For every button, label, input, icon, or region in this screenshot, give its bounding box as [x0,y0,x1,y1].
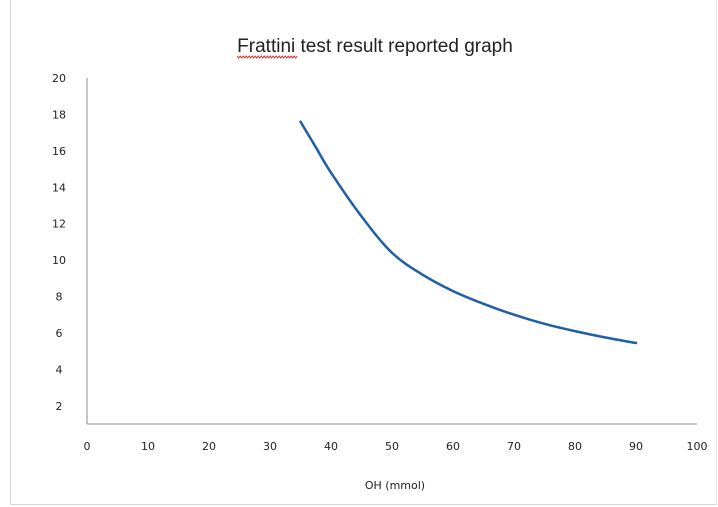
x-tick-label: 50 [385,440,399,453]
spellcheck-underline [236,55,298,59]
y-tick-label: 18 [52,108,66,121]
y-tick-label: 2 [56,400,63,413]
x-tick-label: 60 [446,440,460,453]
x-tick-labels: 0 10 20 30 40 50 60 70 80 90 100 [84,440,708,453]
series-line-0 [299,120,638,345]
x-tick-label: 100 [687,440,708,453]
x-tick-label: 90 [629,440,643,453]
y-tick-label: 6 [56,327,63,340]
y-tick-labels: 2 4 6 8 10 12 14 16 18 20 [52,72,66,413]
y-tick-label: 4 [56,363,63,376]
x-tick-label: 10 [141,440,155,453]
x-tick-label: 70 [507,440,521,453]
x-tick-label: 80 [568,440,582,453]
y-tick-label: 10 [52,254,66,267]
spellcheck-squiggle [236,55,298,59]
x-tick-label: 40 [324,440,338,453]
chart-frame: Frattini test result reported graph 2 4 6 8… [10,0,717,505]
series-group [299,120,638,345]
y-tick-label: 8 [56,291,63,304]
x-tick-label: 30 [263,440,277,453]
y-tick-label: 20 [52,72,66,85]
y-tick-label: 16 [52,145,66,158]
chart: Frattini test result reported graph 2 4 6 8… [52,36,708,492]
x-axis-label: OH (mmol) [365,479,425,492]
y-tick-label: 14 [52,181,66,194]
y-tick-label: 12 [52,218,66,231]
chart-title: Frattini test result reported graph [237,36,513,57]
x-tick-label: 20 [202,440,216,453]
x-tick-label: 0 [84,440,91,453]
